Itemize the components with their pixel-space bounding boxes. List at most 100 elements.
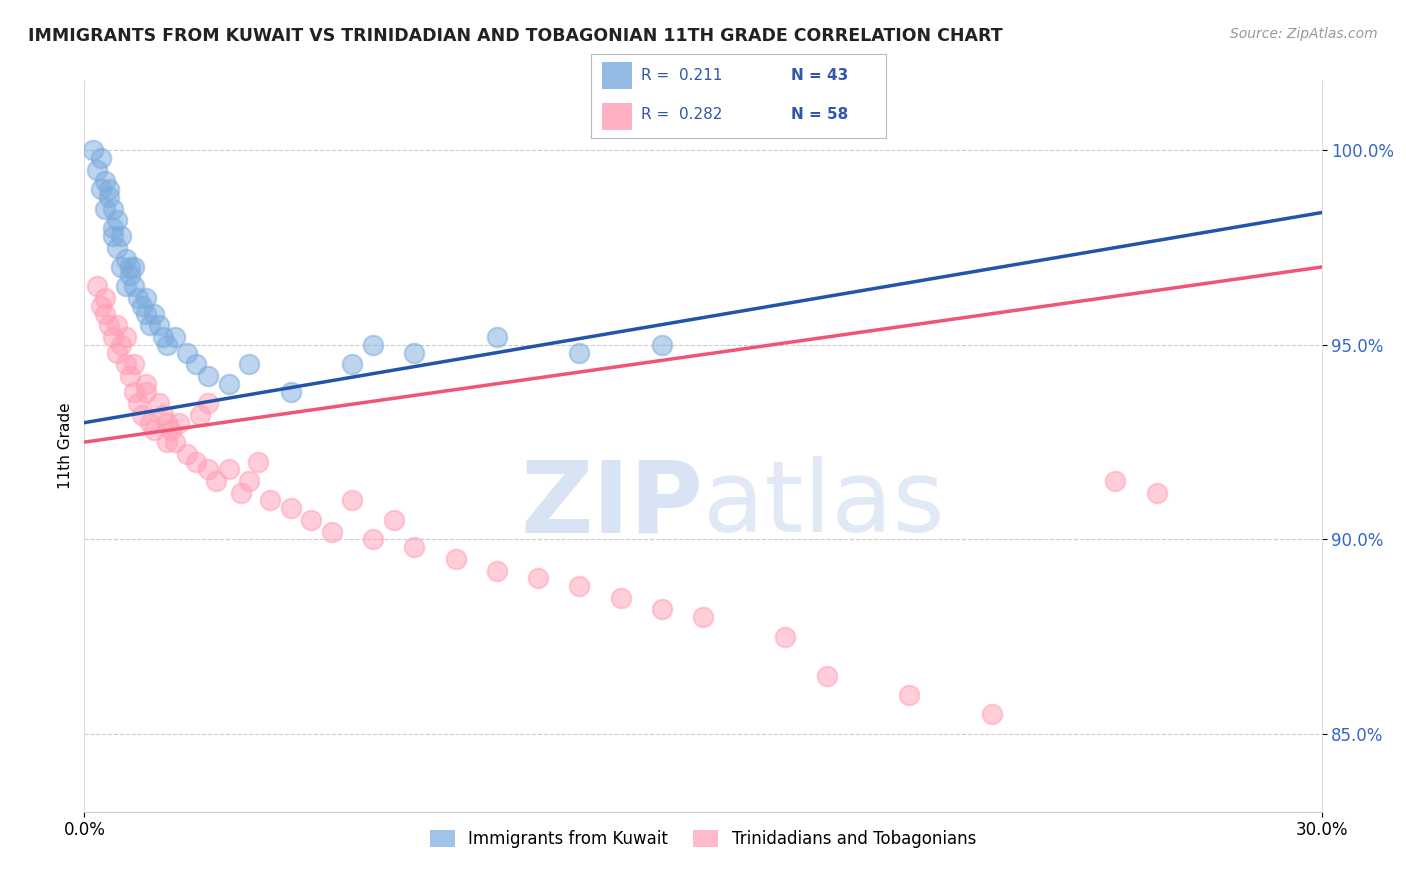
Point (118, 368, 141, 383)
Point (122, 357, 145, 371)
Bar (602, 62, 631, 89)
Text: IMMIGRANTS FROM KUWAIT VS TRINIDADIAN AND TOBAGONIAN 11TH GRADE CORRELATION CHAR: IMMIGRANTS FROM KUWAIT VS TRINIDADIAN AN… (28, 27, 1002, 45)
Point (197, 368, 219, 383)
Point (775, 630, 797, 644)
Point (114, 330, 136, 344)
Point (131, 408, 153, 422)
Point (980, 707, 1002, 722)
Point (160, 424, 183, 438)
Point (94, 307, 117, 321)
Point (105, 241, 128, 255)
Point (238, 357, 260, 371)
Text: atlas: atlas (703, 456, 945, 553)
Point (176, 345, 198, 359)
Point (238, 474, 260, 488)
Point (105, 318, 128, 333)
Point (148, 318, 170, 333)
Point (568, 345, 591, 359)
Point (692, 610, 714, 624)
Point (218, 376, 240, 391)
Point (86, 162, 108, 177)
Point (184, 357, 207, 371)
Point (90, 151, 112, 165)
Point (218, 462, 240, 476)
Text: R =  0.282: R = 0.282 (641, 107, 723, 122)
Point (280, 384, 302, 399)
Point (229, 485, 252, 500)
Point (110, 260, 132, 274)
Point (342, 493, 364, 508)
Point (105, 213, 128, 227)
Point (103, 221, 125, 235)
Point (651, 338, 673, 352)
Point (86, 279, 108, 293)
Point (197, 462, 219, 476)
Point (94, 202, 117, 216)
Point (135, 291, 157, 305)
Point (527, 571, 550, 585)
Y-axis label: 11th Grade: 11th Grade (58, 402, 73, 490)
Point (122, 384, 145, 399)
Point (118, 268, 141, 282)
Point (114, 252, 136, 267)
Point (299, 513, 322, 527)
Point (94, 174, 117, 188)
Text: R =  0.211: R = 0.211 (641, 68, 723, 83)
Point (90, 182, 112, 196)
Point (139, 318, 162, 333)
Point (651, 602, 673, 616)
Point (118, 260, 141, 274)
Point (444, 551, 467, 566)
Point (361, 533, 384, 547)
Text: ZIP: ZIP (520, 456, 703, 553)
Text: N = 43: N = 43 (792, 68, 849, 83)
Point (156, 416, 179, 430)
Point (82, 144, 104, 158)
Point (122, 279, 145, 293)
Point (152, 330, 174, 344)
Point (90, 299, 112, 313)
Point (197, 396, 219, 410)
Point (1104, 474, 1126, 488)
Point (404, 540, 426, 554)
Point (404, 345, 426, 359)
Bar (602, 103, 631, 130)
Point (110, 338, 132, 352)
Point (98, 318, 121, 333)
Point (122, 260, 145, 274)
Point (98, 190, 121, 204)
Point (131, 299, 153, 313)
Point (184, 454, 207, 468)
Point (143, 307, 166, 321)
Point (205, 474, 228, 488)
Point (165, 435, 187, 450)
Point (382, 513, 405, 527)
Legend: Immigrants from Kuwait, Trinidadians and Tobagonians: Immigrants from Kuwait, Trinidadians and… (423, 823, 983, 855)
Point (898, 688, 921, 702)
Point (110, 228, 132, 243)
Point (165, 330, 187, 344)
Point (103, 228, 125, 243)
Text: Source: ZipAtlas.com: Source: ZipAtlas.com (1230, 27, 1378, 41)
Point (1146, 485, 1168, 500)
Point (280, 501, 302, 516)
Point (114, 357, 136, 371)
Text: N = 58: N = 58 (792, 107, 849, 122)
Point (127, 291, 149, 305)
Point (609, 591, 631, 605)
Point (321, 524, 343, 539)
Point (156, 435, 179, 450)
Point (485, 564, 508, 578)
Point (156, 338, 179, 352)
Point (815, 668, 838, 682)
Point (148, 396, 170, 410)
Point (114, 279, 136, 293)
Point (103, 330, 125, 344)
Point (103, 202, 125, 216)
Point (342, 357, 364, 371)
Point (361, 338, 384, 352)
Point (105, 345, 128, 359)
Point (167, 416, 190, 430)
Point (139, 416, 162, 430)
Point (98, 182, 121, 196)
